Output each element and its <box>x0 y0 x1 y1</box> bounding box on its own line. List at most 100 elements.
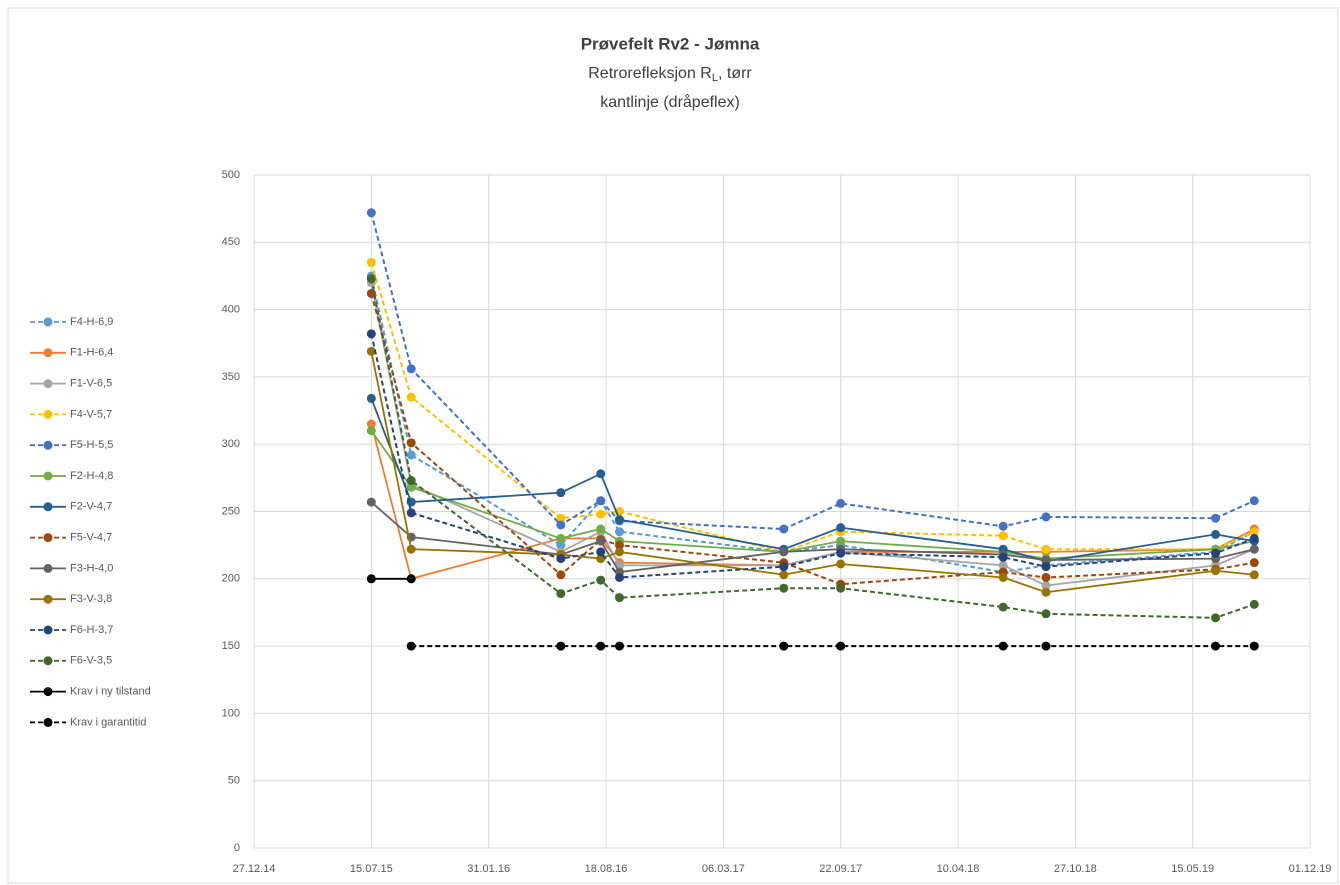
data-point <box>836 641 846 651</box>
subtitle-suffix: , tørr <box>718 65 752 82</box>
data-point <box>556 488 566 498</box>
chart-subtitle: Retrorefleksjon RL, tørr <box>588 65 752 84</box>
data-point <box>366 346 376 356</box>
y-tick-label: 100 <box>222 707 240 719</box>
data-point <box>998 531 1008 541</box>
x-tick-label: 06.03.17 <box>702 863 745 875</box>
data-point <box>596 547 606 557</box>
y-tick-label: 500 <box>222 169 240 181</box>
data-point <box>556 513 566 523</box>
legend-marker <box>43 533 53 543</box>
data-point <box>998 552 1008 562</box>
data-point <box>366 426 376 436</box>
legend-label: Krav i ny tilstand <box>70 686 151 698</box>
data-point <box>1211 613 1221 623</box>
data-point <box>366 497 376 507</box>
y-tick-label: 200 <box>222 573 240 585</box>
series-line <box>370 293 1255 586</box>
data-point <box>556 540 566 550</box>
legend-marker <box>43 409 53 419</box>
data-point <box>1211 513 1221 523</box>
data-point <box>1211 529 1221 539</box>
data-point <box>406 544 416 554</box>
data-point <box>596 469 606 479</box>
data-point <box>1249 533 1259 543</box>
legend-label: F3-V-3,8 <box>70 593 112 605</box>
legend-marker <box>43 471 53 481</box>
data-point <box>1249 599 1259 609</box>
legend-marker <box>43 656 53 666</box>
data-point <box>998 560 1008 570</box>
data-point <box>366 208 376 218</box>
data-point <box>1041 544 1051 554</box>
data-point <box>1041 609 1051 619</box>
legend-label: F6-V-3,5 <box>70 655 112 667</box>
legend-label: F1-V-6,5 <box>70 378 112 390</box>
data-point <box>1211 641 1221 651</box>
data-point <box>366 393 376 403</box>
legend-marker <box>43 317 53 327</box>
data-point <box>596 575 606 585</box>
chart-subtitle-2: kantlinje (dråpeflex) <box>600 93 740 111</box>
data-point <box>596 509 606 519</box>
data-point <box>1249 496 1259 506</box>
data-point <box>614 540 624 550</box>
data-point <box>1041 555 1051 565</box>
data-point <box>836 523 846 533</box>
data-point <box>1041 587 1051 597</box>
data-point <box>596 524 606 534</box>
legend-label: F3-H-4,0 <box>70 562 113 574</box>
data-point <box>779 524 789 534</box>
data-point <box>596 496 606 506</box>
data-point <box>1041 512 1051 522</box>
y-tick-label: 250 <box>222 505 240 517</box>
data-point <box>998 521 1008 531</box>
legend-marker <box>43 563 53 573</box>
legend-marker <box>43 625 53 635</box>
data-point <box>836 559 846 569</box>
data-point <box>836 548 846 558</box>
data-point <box>556 570 566 580</box>
x-tick-label: 27.10.18 <box>1054 863 1097 875</box>
data-point <box>556 520 566 530</box>
data-point <box>998 602 1008 612</box>
legend-label: F2-H-4,8 <box>70 470 113 482</box>
data-point <box>614 515 624 525</box>
data-point <box>779 562 789 572</box>
legend-marker <box>43 379 53 389</box>
data-point <box>1041 572 1051 582</box>
legend-label: F2-V-4,7 <box>70 501 112 513</box>
data-point <box>1211 566 1221 576</box>
data-point <box>614 547 624 557</box>
data-point <box>836 583 846 593</box>
data-point <box>1249 544 1259 554</box>
legend-marker <box>43 687 53 697</box>
data-point <box>406 450 416 460</box>
data-point <box>1041 562 1051 572</box>
data-point <box>406 508 416 518</box>
legend-label: F5-V-4,7 <box>70 532 112 544</box>
data-point <box>614 572 624 582</box>
data-point <box>1211 548 1221 558</box>
data-point <box>779 570 789 580</box>
x-tick-label: 15.05.19 <box>1171 863 1214 875</box>
legend-marker <box>43 594 53 604</box>
data-point <box>614 641 624 651</box>
data-point <box>614 527 624 537</box>
x-tick-label: 15.07.15 <box>350 863 393 875</box>
data-point <box>556 554 566 564</box>
data-point <box>366 419 376 429</box>
chart-title: Prøvefelt Rv2 - Jømna <box>581 34 760 53</box>
data-point <box>406 476 416 486</box>
x-tick-label: 27.12.14 <box>233 863 276 875</box>
data-point <box>836 536 846 546</box>
data-point <box>366 329 376 339</box>
data-point <box>998 572 1008 582</box>
data-point <box>1249 641 1259 651</box>
x-tick-label: 31.01.16 <box>467 863 510 875</box>
y-tick-label: 400 <box>222 304 240 316</box>
data-point <box>998 641 1008 651</box>
legend-label: F1-H-6,4 <box>70 347 113 359</box>
